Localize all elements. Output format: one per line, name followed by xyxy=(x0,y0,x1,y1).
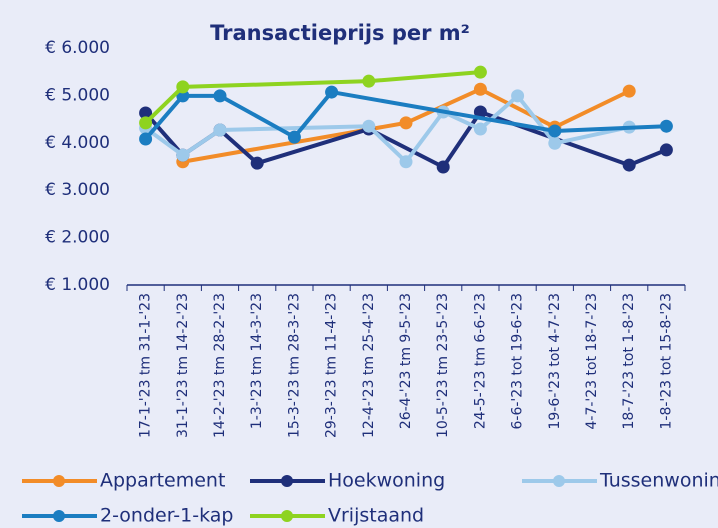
data-point xyxy=(622,84,636,98)
chart-title: Transactieprijs per m² xyxy=(210,21,470,45)
x-tick-label: 17-1-'23 tm 31-1-'23 xyxy=(138,293,154,438)
data-point xyxy=(473,82,487,96)
data-point xyxy=(622,158,636,172)
legend-marker xyxy=(281,475,293,487)
x-tick-label: 6-6-'23 tot 19-6-'23 xyxy=(510,293,526,430)
legend-marker xyxy=(53,475,65,487)
data-point xyxy=(213,123,227,137)
legend-marker xyxy=(281,510,293,522)
data-point xyxy=(213,89,227,103)
data-point xyxy=(287,130,301,144)
legend-marker xyxy=(553,475,565,487)
y-tick-label: € 2.000 xyxy=(45,228,110,248)
x-tick-label: 1-8-'23 tot 15-8-'23 xyxy=(658,293,674,430)
x-tick-label: 12-4-'23 tm 25-4-'23 xyxy=(361,293,377,438)
x-tick-label: 14-2-'23 tm 28-2-'23 xyxy=(212,293,228,438)
y-tick-label: € 6.000 xyxy=(45,38,110,58)
legend-label: Tussenwoning xyxy=(599,470,718,492)
data-point xyxy=(473,105,487,119)
x-tick-label: 29-3-'23 tm 11-4-'23 xyxy=(324,293,340,438)
data-point xyxy=(139,106,153,120)
x-tick-label: 19-6-'23 tot 4-7-'23 xyxy=(547,293,563,430)
data-point xyxy=(399,116,413,130)
x-tick-label: 10-5-'23 tm 23-5-'23 xyxy=(435,293,451,438)
data-point xyxy=(659,143,673,157)
x-tick-label: 24-5-'23 tm 6-6-'23 xyxy=(472,293,488,429)
data-point xyxy=(176,80,190,94)
legend-label: Hoekwoning xyxy=(328,470,445,492)
series-line xyxy=(144,93,630,164)
legend-label: Vrijstaand xyxy=(328,505,424,527)
data-point xyxy=(548,136,562,150)
data-point xyxy=(399,155,413,169)
x-tick-label: 1-3-'23 tm 14-3-'23 xyxy=(249,293,265,429)
legend-label: Appartement xyxy=(100,470,225,492)
data-point xyxy=(659,119,673,133)
x-tick-label: 15-3-'23 tm 28-3-'23 xyxy=(286,293,302,438)
x-tick-label: 18-7-'23 tot 1-8-'23 xyxy=(621,293,637,430)
data-point xyxy=(548,124,562,138)
y-tick-label: € 4.000 xyxy=(45,133,110,153)
data-point xyxy=(176,148,190,162)
series-line xyxy=(144,70,481,125)
x-tick-label: 31-1-'23 tm 14-2-'23 xyxy=(175,293,191,438)
x-tick-label: 4-7-'23 tot 18-7-'23 xyxy=(584,293,600,430)
data-point xyxy=(473,65,487,79)
data-point xyxy=(250,156,264,170)
y-tick-label: € 1.000 xyxy=(45,275,110,295)
x-tick-label: 26-4-'23 tm 9-5-'23 xyxy=(398,293,414,429)
data-point xyxy=(362,74,376,88)
data-point xyxy=(139,116,153,130)
data-point xyxy=(511,89,525,103)
data-point xyxy=(325,85,339,99)
data-point xyxy=(362,119,376,133)
y-tick-label: € 3.000 xyxy=(45,180,110,200)
data-point xyxy=(473,122,487,136)
data-point xyxy=(139,132,153,146)
legend-marker xyxy=(53,510,65,522)
legend-label: 2-onder-1-kap xyxy=(100,505,233,527)
data-point xyxy=(436,160,450,174)
y-tick-label: € 5.000 xyxy=(45,85,110,105)
